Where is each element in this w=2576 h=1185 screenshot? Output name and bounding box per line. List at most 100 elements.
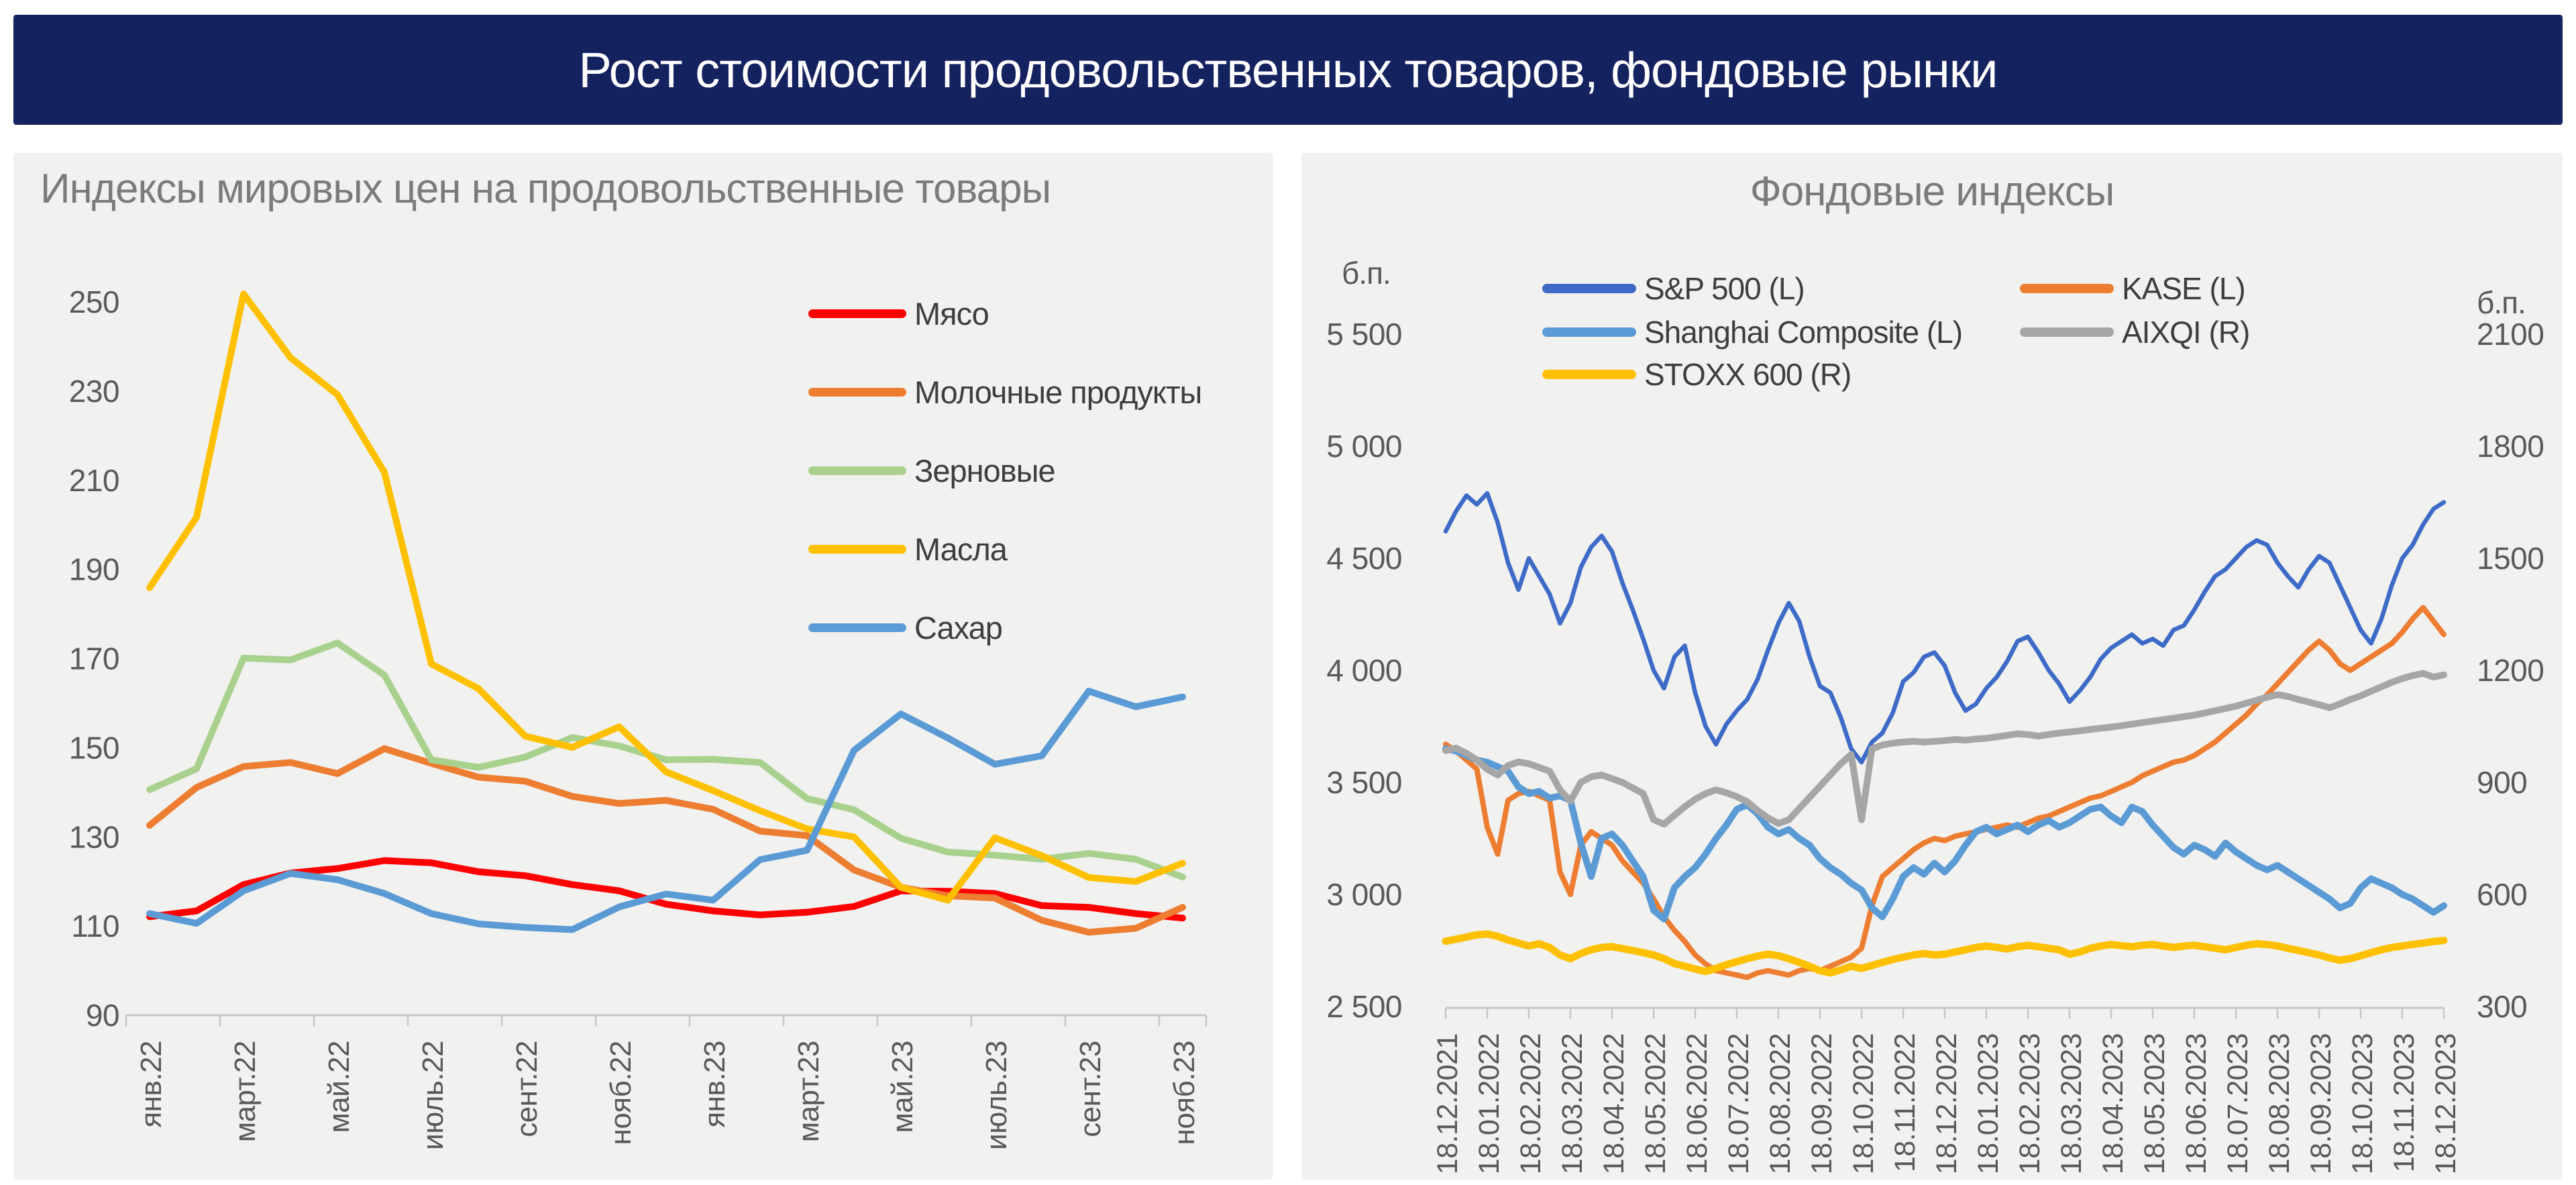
axis-tick-label: 170 (69, 641, 119, 676)
x-tick-label: янв.22 (135, 1041, 168, 1128)
legend-line-swatch (1542, 284, 1636, 293)
series-line-s-p-500-l- (1443, 491, 2447, 765)
banner-title: Рост стоимости продовольственных товаров… (578, 42, 1998, 98)
legend-label: Сахар (914, 609, 1003, 646)
x-tick-label: 18.03.2022 (1556, 1033, 1589, 1174)
x-tick-label: янв.23 (698, 1041, 731, 1128)
axis-tick-label: 2100 (2477, 317, 2544, 352)
axis-tick-label: 250 (69, 285, 119, 319)
x-tick-label: 18.05.2022 (1640, 1033, 1672, 1174)
axis-tick-label: 90 (86, 998, 119, 1033)
axis-tick-label: 150 (69, 730, 119, 765)
left-axis-unit-label: б.п. (1342, 256, 1391, 291)
series-line-kase-l- (1443, 605, 2447, 980)
food-prices-chart-title: Индексы мировых цен на продовольственные… (40, 166, 1051, 212)
stock-indices-chart-panel: Фондовые индексы б.п. б.п. 5 500 5 000 4 5… (1301, 153, 2563, 1180)
legend-line-swatch (2020, 284, 2114, 293)
x-tick-label: 18.12.2023 (2430, 1033, 2462, 1174)
legend-label: Масла (914, 531, 1008, 567)
axis-tick-label: 300 (2477, 989, 2527, 1024)
legend-line-swatch (808, 544, 906, 554)
axis-tick-label: 1200 (2477, 653, 2544, 688)
legend-item-stoxx-600-r-: STOXX 600 (R) (1542, 353, 1851, 396)
axis-tick-label: 5 500 (1326, 317, 1402, 352)
x-tick-label: 18.10.2022 (1847, 1033, 1880, 1174)
x-tick-label: нояб.22 (604, 1041, 637, 1145)
x-tick-label: 18.04.2023 (2097, 1033, 2129, 1174)
x-tick-label: июль.22 (417, 1041, 449, 1150)
x-tick-label: 18.02.2022 (1515, 1033, 1547, 1174)
x-tick-label: 18.06.2023 (2180, 1033, 2212, 1174)
x-tick-label: 18.09.2022 (1806, 1033, 1838, 1174)
x-tick-label: 18.11.2023 (2388, 1033, 2420, 1172)
x-tick-label: 18.11.2022 (1889, 1033, 1921, 1172)
legend-item-kase-l-: KASE (L) (2020, 267, 2246, 310)
food-prices-chart-panel: Индексы мировых цен на продовольственные… (13, 153, 1273, 1180)
series-line-shanghai-composite-l- (1442, 745, 2447, 923)
x-tick-label: 18.07.2023 (2222, 1033, 2254, 1174)
legend-label: Зерновые (914, 452, 1056, 488)
x-tick-label: 18.12.2022 (1931, 1033, 1963, 1174)
axis-tick-label: 3 500 (1326, 765, 1402, 800)
legend-label: Молочные продукты (914, 374, 1202, 410)
legend-item-5: Сахар (808, 606, 1003, 649)
legend-item-4: Масла (808, 527, 1008, 570)
series-line-масла (146, 291, 1186, 904)
legend-item-aixqi-r-: AIXQI (R) (2020, 311, 2250, 354)
axis-tick-label: 4 500 (1326, 541, 1402, 576)
axis-tick-label: 4 000 (1326, 653, 1402, 688)
axis-tick-label: 900 (2477, 765, 2527, 800)
x-tick-label: 18.02.2023 (2014, 1033, 2046, 1174)
axis-tick-label: 190 (69, 552, 119, 587)
axis-tick-label: 5 000 (1326, 429, 1402, 464)
food-prices-chart-plot: 250 230 210 190 170 150 130 110 90 янв.22 март.22 м… (69, 285, 1208, 1150)
x-tick-label: 18.12.2021 (1432, 1033, 1464, 1174)
axis-tick-label: 2 500 (1326, 989, 1402, 1024)
x-tick-label: 18.04.2022 (1598, 1033, 1630, 1174)
legend-label: AIXQI (R) (2122, 315, 2250, 350)
legend-line-swatch (1542, 327, 1636, 337)
series-line-stoxx-600-r- (1442, 930, 2448, 977)
x-tick-label: 18.06.2022 (1681, 1033, 1713, 1174)
axis-tick-label: 3 000 (1326, 877, 1402, 912)
x-tick-label: 18.09.2023 (2305, 1033, 2337, 1174)
stock-indices-chart-title: Фондовые индексы (1750, 168, 2115, 215)
x-tick-label: 18.10.2023 (2347, 1033, 2379, 1174)
x-tick-label: сент.23 (1074, 1041, 1107, 1137)
right-axis-unit-label: б.п. (2477, 285, 2526, 320)
legend-label: Мясо (914, 295, 989, 331)
x-tick-label: 18.08.2023 (2263, 1033, 2296, 1174)
series-line-сахар (146, 688, 1186, 933)
legend-line-swatch (808, 309, 906, 318)
legend-item-s-p-500-l-: S&P 500 (L) (1542, 267, 1805, 310)
legend-line-swatch (808, 623, 906, 632)
legend-item-shanghai-composite-l-: Shanghai Composite (L) (1542, 311, 1963, 354)
x-tick-label: март.23 (792, 1041, 825, 1142)
x-tick-label: нояб.23 (1168, 1041, 1201, 1145)
axis-tick-label: 210 (69, 463, 119, 498)
x-tick-label: 18.05.2023 (2139, 1033, 2171, 1174)
axis-tick-label: 230 (69, 374, 119, 409)
series-line-aixqi-r- (1442, 670, 2447, 828)
axis-tick-label: 600 (2477, 877, 2527, 912)
legend-item-2: Молочные продукты (808, 370, 1202, 413)
x-tick-label: сент.22 (511, 1041, 543, 1137)
legend-line-swatch (1542, 370, 1636, 379)
banner: Рост стоимости продовольственных товаров… (13, 15, 2563, 125)
x-tick-label: июль.23 (980, 1041, 1013, 1150)
axis-tick-label: 130 (69, 819, 119, 854)
legend-label: KASE (L) (2122, 271, 2246, 306)
x-tick-label: 18.07.2022 (1723, 1033, 1755, 1174)
x-tick-label: май.23 (886, 1041, 919, 1133)
legend-label: STOXX 600 (R) (1644, 357, 1851, 392)
legend-label: S&P 500 (L) (1644, 271, 1805, 306)
axis-tick-label: 1500 (2477, 541, 2544, 576)
legend-item-1: Мясо (808, 292, 989, 335)
legend-line-swatch (808, 466, 906, 475)
x-tick-label: март.22 (229, 1041, 262, 1142)
x-tick-label: 18.01.2023 (1972, 1033, 2004, 1174)
x-tick-label: 18.01.2022 (1473, 1033, 1505, 1174)
stock-indices-chart-plot: 5 500 5 000 4 500 4 000 3 500 3 000 2 500 2100 1… (1326, 317, 2544, 1174)
axis-tick-label: 1800 (2477, 429, 2544, 464)
